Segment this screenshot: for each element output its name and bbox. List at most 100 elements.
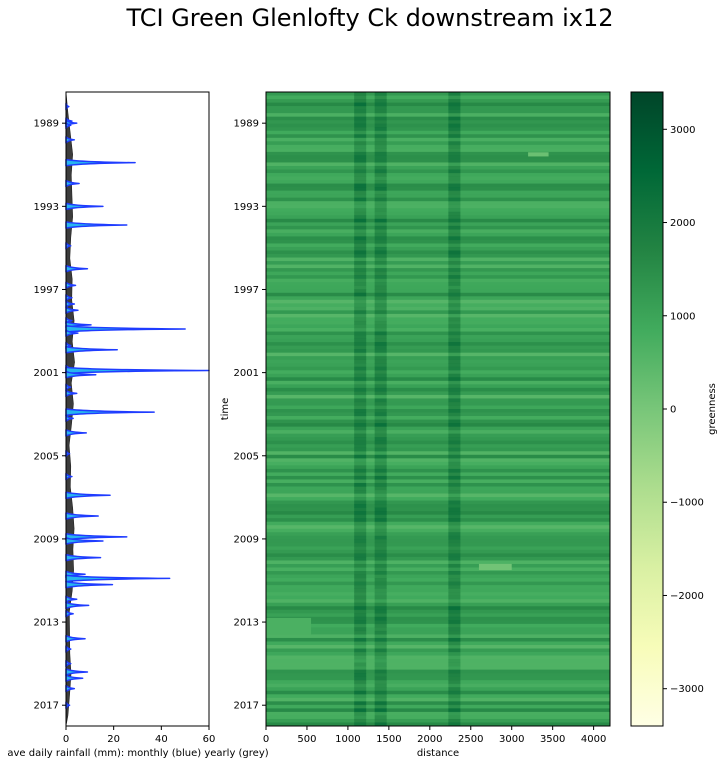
heatmap-stripe-cell [354,324,367,329]
rainfall-y-tick-label: 2001 [34,368,59,379]
heatmap-row [266,320,610,325]
heatmap-stripe-cell [374,592,387,597]
heatmap-stripe-cell [374,581,387,586]
heatmap-stripe-cell [448,275,461,280]
heatmap-stripe-cell [374,109,387,114]
heatmap-stripe-cell [354,451,367,456]
heatmap-stripe-cell [448,204,461,209]
heatmap-row [266,356,610,361]
heatmap-stripe-cell [374,102,387,107]
heatmap-row [266,416,610,420]
heatmap-stripe-cell [448,437,461,442]
heatmap-stripe-cell [448,299,461,304]
heatmap-row [266,490,610,494]
heatmap-stripe-cell [448,317,461,322]
heatmap-row [266,366,610,371]
heatmap-stripe-cell [374,585,387,590]
heatmap-stripe-cell [448,419,461,424]
heatmap-stripe-cell [448,479,461,484]
heatmap-stripe-cell [448,148,461,153]
heatmap-stripe-cell [374,130,387,135]
heatmap-stripe-cell [374,338,387,343]
heatmap-stripe-cell [354,243,367,248]
heatmap-row [266,165,610,170]
heatmap-row [266,511,610,516]
heatmap-row [266,461,610,466]
heatmap-stripe-cell [448,190,461,195]
heatmap-stripe-cell [354,250,367,255]
heatmap-stripe-cell [374,324,387,329]
heatmap-stripe-cell [448,162,461,167]
heatmap-stripe-cell [448,222,461,227]
monthly-rainfall-peak [65,601,90,610]
heatmap-row [266,289,610,294]
heatmap-stripe-cell [374,532,387,537]
heatmap-stripe-cell [374,183,387,188]
heatmap-stripe-cell [354,472,367,477]
heatmap-stripe-cell [354,387,367,392]
heatmap-stripe-cell [374,518,387,523]
heatmap-row [266,592,610,597]
heatmap-stripe-cell [374,451,387,456]
heatmap-stripe-cell [448,644,461,649]
heatmap-stripe-cell [448,641,461,646]
heatmap-stripe-cell [374,257,387,262]
heatmap-stripe-cell [448,504,461,509]
heatmap-row [266,352,610,357]
heatmap-stripe-cell [354,345,367,350]
heatmap-stripe-cell [374,95,387,100]
heatmap-stripe-cell [448,165,461,170]
heatmap-row [266,359,610,364]
heatmap-stripe-cell [374,497,387,501]
heatmap-stripe-cell [354,556,367,561]
heatmap-row [266,475,610,480]
heatmap-stripe-cell [374,588,387,593]
heatmap-stripe-cell [354,257,367,262]
heatmap-stripe-cell [374,447,387,452]
heatmap-row [266,472,610,477]
heatmap-row [266,246,610,251]
heatmap-row [266,99,610,103]
heatmap-stripe-cell [354,109,367,114]
heatmap-stripe-cell [448,394,461,399]
heatmap-stripe-cell [374,609,387,614]
monthly-rainfall-peak [65,179,80,188]
heatmap-stripe-cell [448,95,461,100]
heatmap-stripe-cell [354,211,367,216]
heatmap-row [266,627,610,632]
heatmap-stripe-cell [448,532,461,537]
heatmap-stripe-cell [374,162,387,167]
heatmap-stripe-cell [448,201,461,206]
heatmap-stripe-cell [354,275,367,280]
monthly-rainfall-peak [65,158,136,167]
heatmap-stripe-cell [374,602,387,607]
heatmap-stripe-cell [374,637,387,642]
colorbar-ticks: 3000 2000 1000 0 −1000 −2000 −3000 [663,125,704,695]
heatmap-stripe-cell [354,641,367,646]
heatmap-stripe-cell [374,303,387,308]
heatmap-stripe-cell [354,465,367,470]
heatmap-stripe-cell [354,296,367,301]
heatmap-stripe-cell [374,239,387,244]
monthly-rainfall-peak [65,408,155,417]
heatmap-stripe-cell [448,303,461,308]
heatmap-stripe-cell [448,127,461,132]
heatmap-stripe-cell [448,102,461,107]
heatmap-stripe-cell [448,423,461,428]
heatmap-row [266,556,610,561]
monthly-rainfall-peak [65,221,128,229]
heatmap-stripe-cell [448,292,461,297]
heatmap-row [266,690,610,695]
heatmap-stripe-cell [374,652,387,656]
heatmap-stripe-cell [448,92,461,96]
heatmap-stripe-cell [354,567,367,572]
heatmap-row [266,380,610,385]
heatmap-stripe-cell [374,500,387,505]
heatmap-row [266,116,610,121]
heatmap-stripe-cell [374,271,387,276]
heatmap-row [266,109,610,114]
heatmap-stripe-cell [374,264,387,269]
heatmap-stripe-cell [448,194,461,199]
heatmap-stripe-cell [354,592,367,597]
heatmap-stripe-cell [448,465,461,470]
